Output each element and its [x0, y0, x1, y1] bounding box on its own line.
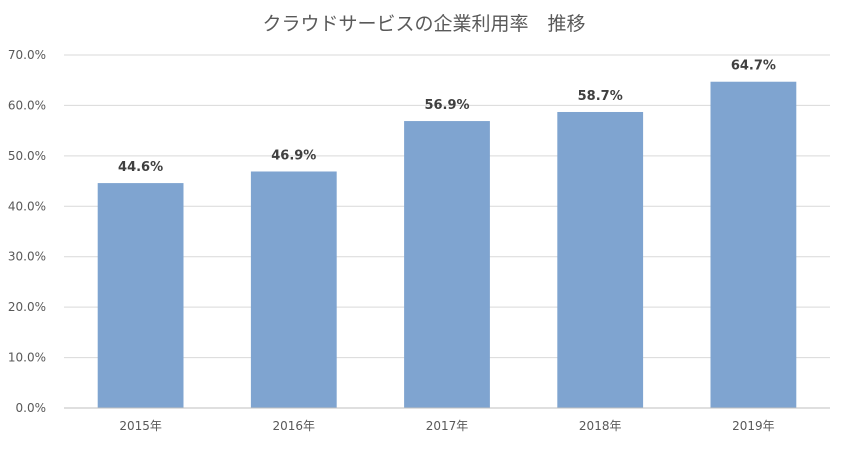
x-category-label: 2015年 [119, 419, 162, 433]
y-tick-label: 0.0% [16, 401, 47, 415]
data-label: 44.6% [118, 160, 163, 175]
bar [710, 81, 797, 408]
y-tick-label: 50.0% [8, 149, 46, 163]
bars [97, 81, 797, 408]
data-labels: 44.6% 46.9% 56.9% 58.7% 64.7% [118, 59, 776, 175]
bar [250, 171, 337, 408]
x-category-label: 2018年 [579, 419, 622, 433]
y-tick-label: 20.0% [8, 300, 46, 314]
y-tick-label: 40.0% [8, 199, 46, 213]
bar [557, 111, 644, 408]
y-tick-label: 10.0% [8, 351, 46, 365]
x-axis-category-labels: 2015年 2016年 2017年 2018年 2019年 [119, 419, 774, 433]
data-label: 64.7% [731, 59, 776, 74]
x-category-label: 2017年 [426, 419, 469, 433]
y-tick-label: 70.0% [8, 48, 46, 62]
bar [404, 121, 490, 408]
x-category-label: 2019年 [732, 419, 775, 433]
data-label: 58.7% [578, 89, 623, 104]
y-tick-label: 30.0% [8, 250, 46, 264]
x-category-label: 2016年 [273, 419, 316, 433]
data-label: 56.9% [424, 98, 469, 113]
y-tick-label: 60.0% [8, 98, 46, 112]
bar [97, 183, 184, 408]
y-axis-tick-labels: 0.0% 10.0% 20.0% 30.0% 40.0% 50.0% 60.0% 70.0% [8, 48, 46, 415]
data-label: 46.9% [271, 148, 316, 163]
chart-title: クラウドサービスの企業利用率 推移 [262, 13, 585, 35]
